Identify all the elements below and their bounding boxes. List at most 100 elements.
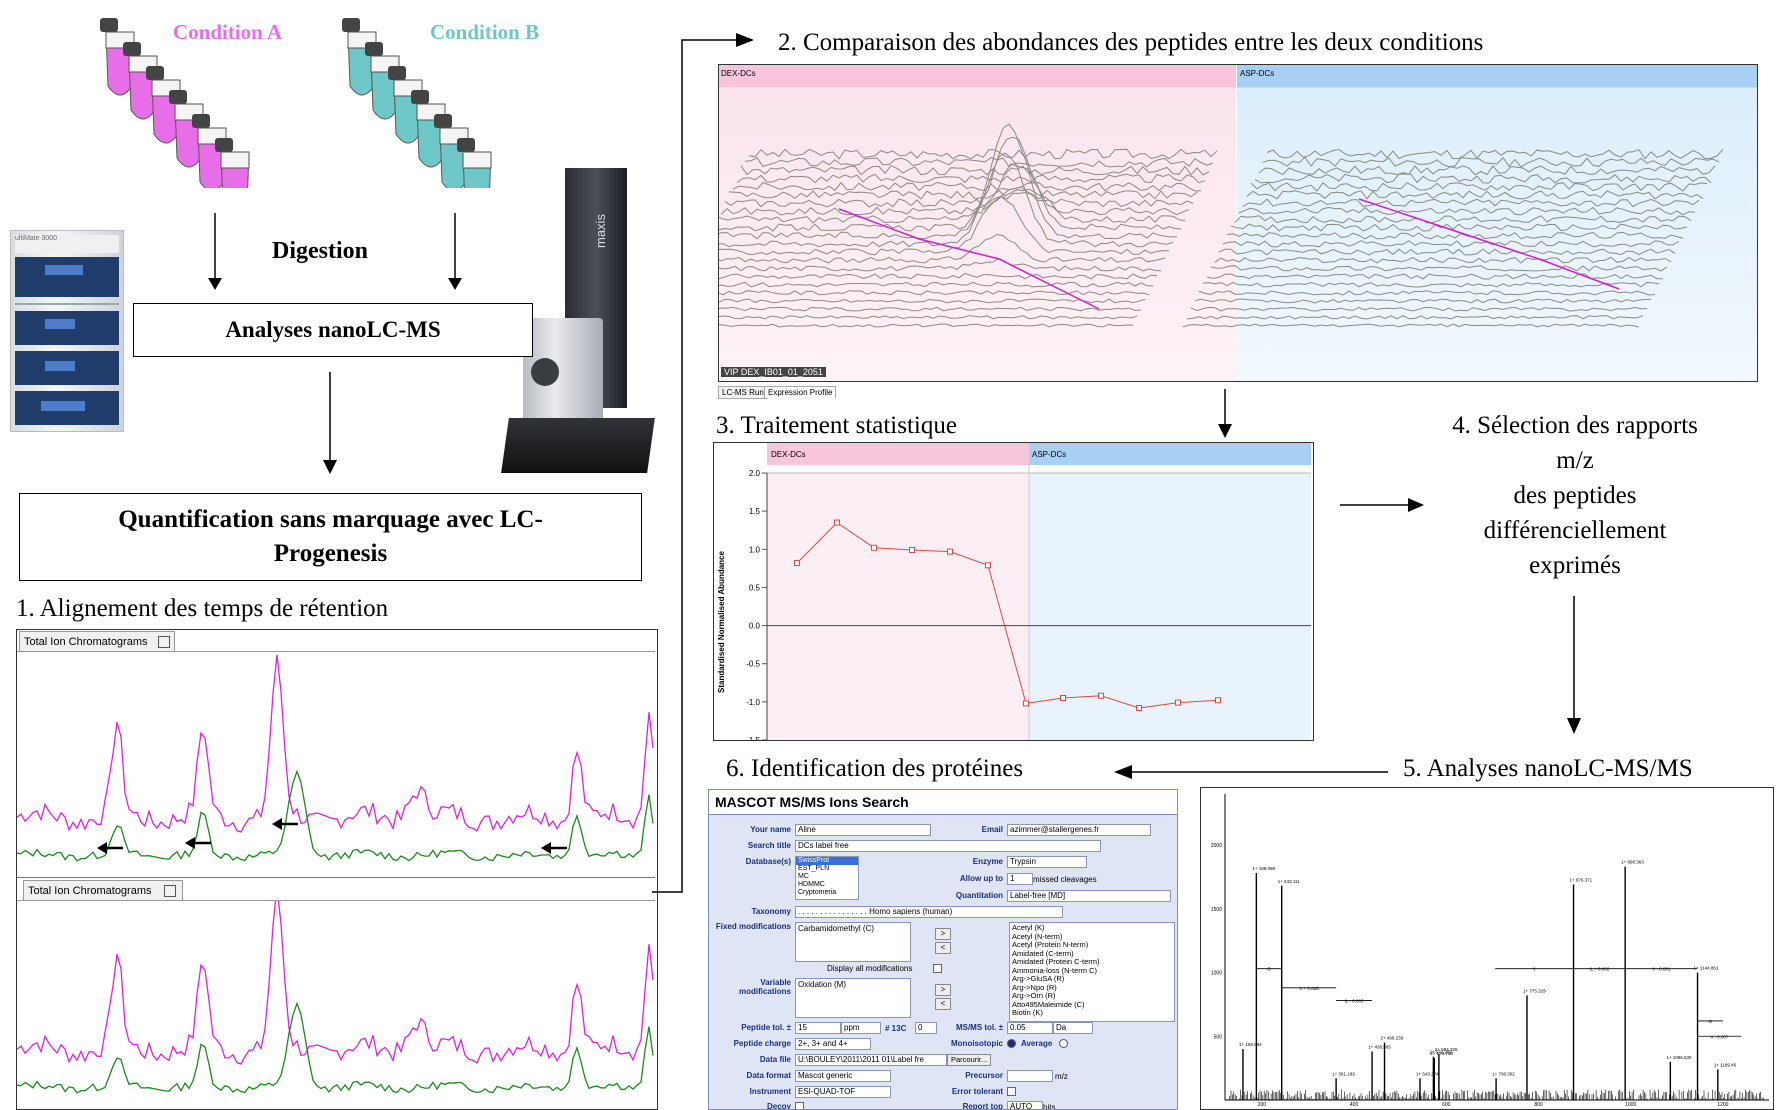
msms-tol-input[interactable]: 0.05 (1007, 1022, 1053, 1034)
allow-label: Allow up to (959, 874, 1003, 883)
stat-right-header: ASP-DCs (1032, 450, 1066, 459)
decoy-checkbox[interactable] (795, 1102, 804, 1109)
stat-point (871, 544, 877, 551)
landscape-feature-path (1358, 198, 1620, 290)
database-option[interactable]: HDMMC (798, 881, 825, 888)
browse-button[interactable]: Parcourir... (947, 1054, 992, 1066)
precursor-unit: m/z (1055, 1072, 1068, 1081)
modification-option[interactable]: Acetyl (Protein N-term) (1012, 940, 1089, 949)
enzyme-select[interactable]: Trypsin (1007, 856, 1087, 868)
landscape-ridge (1250, 181, 1708, 192)
step-4-line-1: 4. Sélection des rapports (1452, 412, 1698, 439)
tic-chart-top (17, 654, 654, 862)
step-1-title: 1. Alignement des temps de rétention (16, 595, 389, 622)
y-tick-label: 1.0 (749, 545, 761, 554)
data-format-select[interactable]: Mascot generic (795, 1070, 891, 1082)
your-name-input[interactable]: Aline (795, 824, 931, 836)
database-option[interactable]: Cryptomeria (798, 889, 837, 896)
variable-mods-list[interactable]: Oxidation (M) (795, 978, 911, 1018)
quantification-box: Quantification sans marquage avec LC- Pr… (19, 493, 642, 581)
tube-cap-icon (169, 90, 187, 104)
tic-tab-bottom[interactable]: Total Ion Chromatograms (23, 880, 183, 901)
instrument-select[interactable]: ESI-QUAD-TOF (795, 1086, 891, 1098)
display-all-mods-checkbox[interactable] (933, 964, 942, 973)
digestion-label: Digestion (272, 238, 368, 264)
modification-option[interactable]: Acetyl (N-term) (1012, 931, 1063, 941)
landscape-3d-plot (719, 123, 1724, 328)
landscape-ridge (1214, 256, 1672, 264)
step-4-line-5: exprimés (1529, 552, 1621, 579)
msms-peak-label: 1+ 1086.530 (1666, 1055, 1692, 1060)
database-option[interactable]: SwissProt (796, 857, 858, 865)
error-tolerant-checkbox[interactable] (1007, 1087, 1016, 1096)
condition-a-label: Condition A (173, 20, 283, 44)
modification-option[interactable]: Atto495Maleimide (C) (1012, 999, 1085, 1009)
peptide-tol-input[interactable]: 15 (795, 1022, 841, 1034)
landscape-ridge (719, 272, 1158, 280)
peptide-tol-unit-select[interactable]: ppm (841, 1022, 881, 1034)
landscape-ridge (719, 281, 1154, 288)
tube-rim-icon (462, 151, 492, 169)
add-fixed-button[interactable]: > (935, 928, 951, 940)
search-title-input[interactable]: DCs label free (795, 840, 1101, 852)
maximize-icon[interactable] (157, 636, 170, 648)
report-top-select[interactable]: AUTO (1007, 1101, 1043, 1109)
stat-point (1175, 699, 1181, 706)
modification-option[interactable]: Arg->Orn (R) (1012, 991, 1056, 1000)
database-option[interactable]: MC (798, 873, 809, 880)
fixed-mods-list[interactable]: Carbamidomethyl (C) (795, 922, 911, 962)
msms-sequence-label: IL + 0.002 (1589, 967, 1609, 972)
landscape-ridge (1186, 315, 1644, 320)
tic-panel: Total Ion Chromatograms Total Ion Chroma… (16, 629, 658, 1110)
landscape-ridge (1254, 173, 1712, 184)
landscape-ridge (1266, 148, 1724, 160)
lc-brand-label: ultiMate 3000 (15, 235, 119, 253)
stat-point (794, 560, 800, 567)
monoisotopic-radio[interactable] (1007, 1039, 1016, 1048)
stat-point (1215, 697, 1221, 704)
email-label: Email (981, 825, 1003, 834)
stat-panel: DEX-DCs ASP-DCs Standardised Normalised … (713, 442, 1314, 741)
tab-lcms-run[interactable]: LC-MS Run (718, 386, 768, 399)
modification-option[interactable]: Arg->GluSA (R) (1012, 974, 1065, 983)
modification-option[interactable]: Ammonia-loss (N-term C) (1012, 965, 1098, 975)
data-file-input[interactable]: U:\BOULEY\2011\2011 01\Label fre (795, 1054, 947, 1066)
modification-option[interactable]: Amidated (C-term) (1012, 948, 1074, 958)
msms-sequence-label: G (1267, 967, 1271, 972)
msms-peak-label: 2+ 573.750 (1430, 1051, 1453, 1056)
tab-expression-profile[interactable]: Expression Profile (764, 386, 837, 398)
modification-option[interactable]: Biotin (K) (1012, 1008, 1043, 1017)
missed-cleavages-select[interactable]: 1 (1007, 873, 1033, 885)
remove-variable-button[interactable]: < (935, 998, 951, 1010)
msms-x-tick-label: 800 (1534, 1102, 1543, 1108)
tube-cap-icon (388, 66, 406, 80)
c13-select[interactable]: 0 (915, 1022, 937, 1034)
modification-option[interactable]: Arg->Npo (R) (1012, 982, 1057, 992)
tic-tab-top[interactable]: Total Ion Chromatograms (19, 631, 175, 652)
email-input[interactable]: azimmer@stallergenes.fr (1007, 824, 1151, 836)
quantitation-select[interactable]: Label-free [MD] (1007, 890, 1171, 902)
msms-tol-unit-select[interactable]: Da (1053, 1022, 1093, 1034)
mods-listbox[interactable]: Acetyl (K) Acetyl (N-term) Acetyl (Protein… (1009, 922, 1175, 1022)
stat-point (947, 548, 953, 555)
y-tick-label: 2.0 (749, 469, 761, 478)
maximize-icon[interactable] (163, 885, 176, 897)
arrow-step4-to-step5 (1567, 596, 1581, 734)
modification-option[interactable]: Amidated (Protein C-term) (1012, 957, 1100, 966)
average-radio[interactable] (1059, 1039, 1068, 1048)
landscape-ridge (1258, 165, 1716, 176)
landscape-ridge (740, 165, 1210, 176)
add-variable-button[interactable]: > (935, 984, 951, 996)
peptide-charge-select[interactable]: 2+, 3+ and 4+ (795, 1038, 871, 1050)
tube-cap-icon (457, 138, 475, 152)
taxonomy-select[interactable]: . . . . . . . . . . . . . . . . Homo sap… (795, 906, 1063, 918)
database-option[interactable]: EST_PLN (798, 865, 830, 872)
modification-option[interactable]: Acetyl (K) (1012, 923, 1045, 932)
databases-listbox[interactable]: SwissProt EST_PLN MC HDMMC Cryptomeria (795, 856, 859, 900)
tube-cap-icon (100, 18, 118, 32)
msms-y-tick-label: 1000 (1211, 971, 1222, 977)
remove-fixed-button[interactable]: < (935, 942, 951, 954)
stat-point (1136, 704, 1142, 711)
average-label: Average (1021, 1039, 1053, 1048)
precursor-input[interactable] (1007, 1070, 1053, 1082)
